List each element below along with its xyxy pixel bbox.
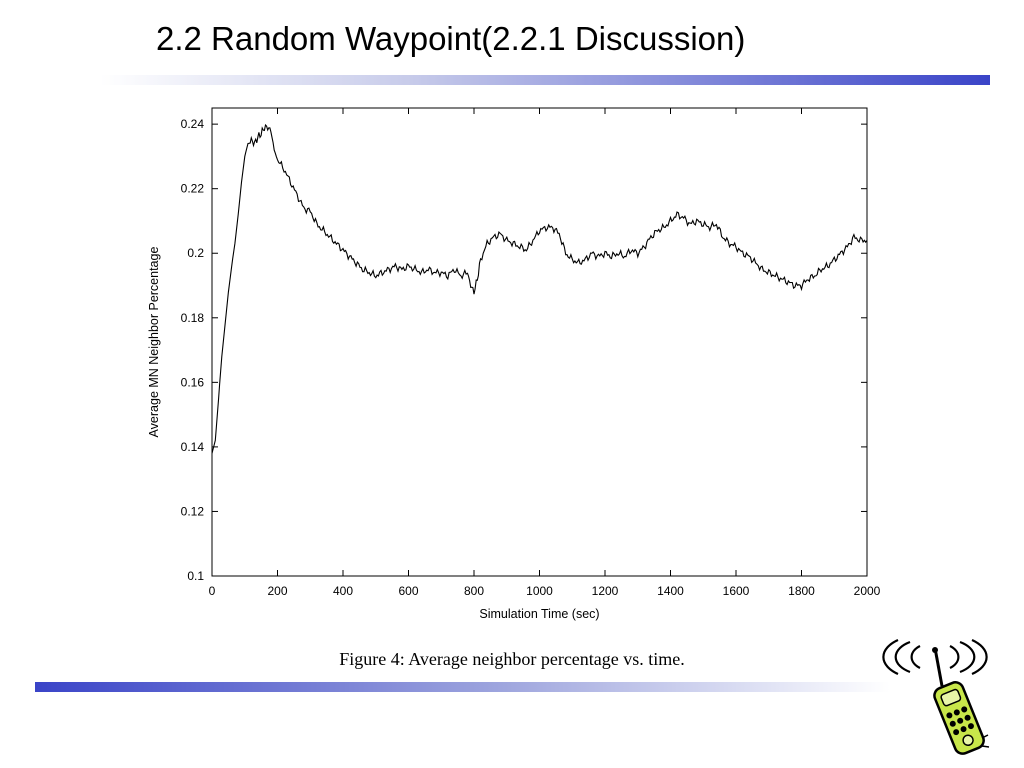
y-tick-label: 0.18 [181,311,205,325]
x-tick-label: 600 [398,584,418,598]
cellphone-icon [882,638,990,755]
x-tick-label: 400 [333,584,353,598]
x-tick-label: 800 [464,584,484,598]
sparkle-icon [981,734,989,739]
phone-body-icon [933,681,985,755]
x-tick-label: 1400 [657,584,684,598]
sparkle-icon [981,745,990,748]
antenna-tip-icon [932,647,938,653]
signal-wave-icon [949,645,960,669]
title-underline-bar [100,75,990,85]
signal-wave-icon [971,638,988,676]
line-chart: 0 200 400 600 800 1000 1200 1400 1600 1800 2000 0.1… [147,107,881,621]
y-tick-label: 0.12 [181,504,205,518]
x-tick-label: 200 [267,584,287,598]
figure-caption: Figure 4: Average neighbor percentage vs… [339,649,685,669]
y-tick-label: 0.22 [181,182,205,196]
y-tick-label: 0.24 [181,117,205,131]
x-tick-label: 0 [209,584,216,598]
x-tick-label: 1000 [526,584,553,598]
signal-wave-icon [910,645,921,669]
y-tick-label: 0.2 [187,246,204,260]
y-tick-label: 0.16 [181,375,205,389]
x-tick-label: 2000 [854,584,881,598]
slide-title: 2.2 Random Waypoint(2.2.1 Discussion) [156,20,746,57]
y-axis-label: Average MN Neighbor Percentage [147,247,161,438]
x-axis-label: Simulation Time (sec) [479,607,599,621]
x-tick-label: 1800 [788,584,815,598]
y-tick-label: 0.14 [181,440,205,454]
footer-bar [35,682,890,692]
y-tick-label: 0.1 [187,569,204,583]
series-line [211,123,868,454]
x-tick-label: 1200 [592,584,619,598]
signal-wave-icon [882,638,899,676]
x-tick-label: 1600 [723,584,750,598]
antenna-icon [933,647,944,687]
plot-frame [211,107,868,577]
chart-plot-group: 0 200 400 600 800 1000 1200 1400 1600 1800 2000 0.1… [147,107,881,621]
signal-wave-icon [959,640,976,674]
signal-wave-icon [894,640,911,674]
